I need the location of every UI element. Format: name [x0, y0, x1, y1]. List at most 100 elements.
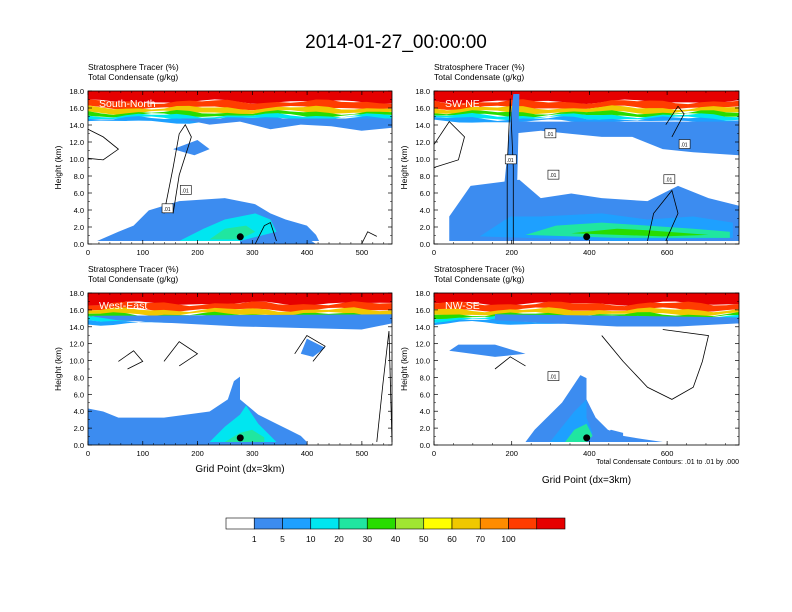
condensate-contour: [647, 189, 679, 242]
x-tick-label: 200: [505, 248, 518, 257]
contour-label-box: [547, 169, 560, 180]
y-axis-label: Height (km): [399, 145, 409, 189]
x-tick-label: 0: [432, 248, 436, 257]
tracer-field: [495, 314, 739, 327]
colorbar-label: 30: [363, 534, 373, 544]
tracer-field: [525, 375, 663, 442]
y-tick-label: 10.0: [415, 155, 430, 164]
contour-label-box: [544, 128, 557, 139]
condensate-contour: [254, 222, 277, 245]
tracer-field: [209, 225, 256, 240]
tracer-field: [449, 344, 526, 357]
y-axis-label: Height (km): [399, 347, 409, 391]
x-tick-label: 400: [301, 449, 314, 458]
y-tick-label: 18.0: [415, 87, 430, 96]
x-axis-label: Grid Point (dx=3km): [195, 464, 284, 475]
tracer-field: [571, 228, 709, 237]
condensate-contour: [601, 329, 709, 400]
x-tick-label: 100: [137, 248, 150, 257]
y-tick-label: 16.0: [69, 306, 84, 315]
colorbar-box: [395, 517, 425, 530]
colorbar-box: [508, 517, 538, 530]
x-tick-label: 0: [86, 248, 90, 257]
panel-title: Stratosphere Tracer (%): [88, 62, 179, 72]
tracer-band: [434, 301, 739, 312]
colorbar-box: [536, 517, 566, 530]
contour-label: .01: [549, 375, 556, 381]
y-tick-label: 4.0: [74, 407, 84, 416]
x-tick-label: 300: [246, 449, 259, 458]
tracer-field: [224, 429, 265, 442]
y-tick-label: 18.0: [415, 289, 430, 298]
colorbar-label: 100: [501, 534, 515, 544]
y-tick-label: 8.0: [420, 373, 430, 382]
panel-title: Stratosphere Tracer (%): [434, 62, 525, 72]
condensate-contour: [433, 120, 465, 168]
y-tick-label: 10.0: [69, 155, 84, 164]
x-tick-label: 400: [583, 248, 596, 257]
condensate-contour: [506, 98, 514, 244]
x-tick-label: 300: [246, 248, 259, 257]
y-tick-label: 10.0: [415, 357, 430, 366]
y-tick-label: 0.0: [74, 240, 84, 249]
tracer-band: [88, 307, 392, 317]
contour-label: .01: [164, 207, 171, 213]
contour-label-box: [504, 154, 517, 165]
y-axis-label: Height (km): [53, 145, 63, 189]
condensate-contour: [665, 105, 685, 138]
x-tick-label: 100: [137, 449, 150, 458]
x-tick-label: 400: [301, 248, 314, 257]
tracer-band: [434, 293, 739, 306]
tracer-field: [179, 213, 277, 241]
colorbar-box: [338, 517, 368, 530]
x-tick-label: 600: [661, 449, 674, 458]
contour-label: .01: [546, 132, 553, 138]
condensate-contour: [376, 330, 393, 443]
colorbar-box: [423, 517, 453, 530]
panel-sw-ne: .01 .01 .01 .01 .01 SW-NE Stratosphere Tracer …: [399, 62, 740, 257]
y-tick-label: 12.0: [69, 138, 84, 147]
y-tick-label: 12.0: [415, 138, 430, 147]
tracer-field: [300, 338, 326, 357]
condensate-contour: [87, 128, 120, 161]
y-tick-label: 10.0: [69, 357, 84, 366]
y-tick-label: 16.0: [415, 306, 430, 315]
panel-title: Stratosphere Tracer (%): [434, 264, 525, 274]
condensate-contour: [118, 350, 144, 370]
x-tick-label: 0: [86, 449, 90, 458]
location-marker: [236, 434, 244, 442]
colorbar-label: 10: [306, 534, 316, 544]
x-tick-label: 0: [432, 449, 436, 458]
panel-title: Stratosphere Tracer (%): [88, 264, 179, 274]
colorbar-label: 40: [391, 534, 401, 544]
y-tick-label: 12.0: [415, 340, 430, 349]
y-tick-label: 14.0: [69, 323, 84, 332]
location-marker: [583, 434, 591, 442]
y-tick-label: 2.0: [420, 223, 430, 232]
panel-subtitle: Total Condensate (g/kg): [88, 72, 178, 82]
contour-label-box: [161, 203, 174, 214]
panel-subtitle: Total Condensate (g/kg): [88, 274, 178, 284]
contour-label: .01: [182, 188, 189, 194]
contour-label: .01: [665, 178, 672, 184]
contour-label: .01: [549, 173, 556, 179]
panel-subtitle: Total Condensate (g/kg): [434, 274, 524, 284]
y-tick-label: 4.0: [74, 206, 84, 215]
tracer-field: [88, 314, 392, 330]
tracer-field: [173, 139, 210, 156]
tracer-field: [179, 118, 392, 131]
location-marker: [583, 233, 591, 241]
colorbar-box: [253, 517, 283, 530]
x-tick-label: 500: [356, 449, 369, 458]
colorbar-box: [282, 517, 312, 530]
panel-label: SW-NE: [445, 98, 480, 110]
y-tick-label: 4.0: [420, 407, 430, 416]
y-tick-label: 6.0: [420, 189, 430, 198]
location-marker: [236, 233, 244, 241]
y-tick-label: 8.0: [74, 172, 84, 181]
x-tick-label: 200: [191, 248, 204, 257]
colorbar-label: 70: [476, 534, 486, 544]
colorbar-box: [310, 517, 340, 530]
x-axis-label: Grid Point (dx=3km): [542, 475, 631, 486]
